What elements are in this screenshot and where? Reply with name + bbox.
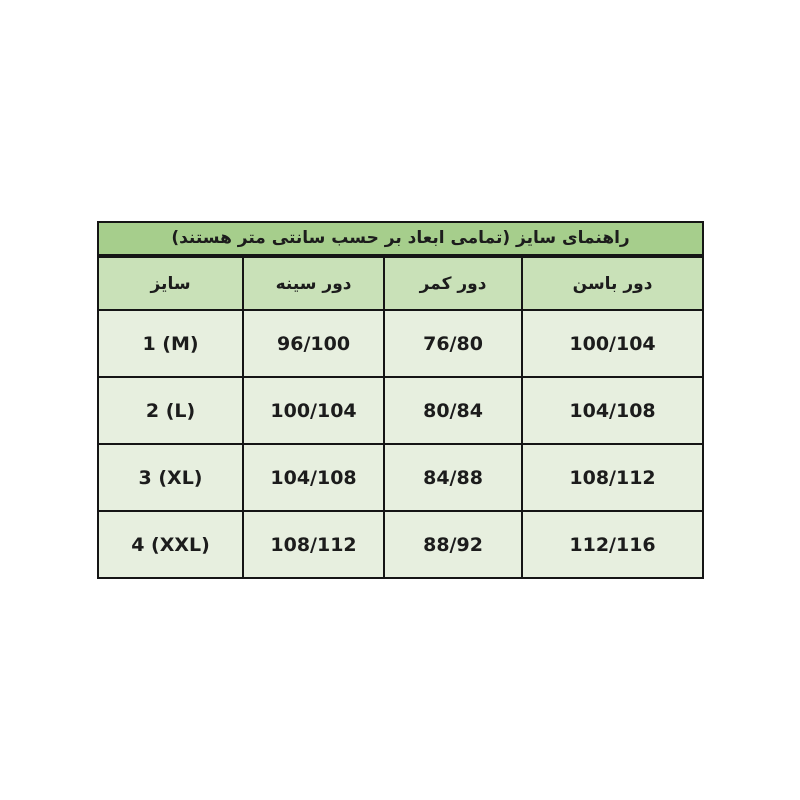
waist-value: 76/80: [383, 309, 524, 378]
size-label: 2 (L): [96, 376, 245, 445]
table-header-row: دور باسن دور کمر دور سینه سایز: [96, 255, 705, 311]
waist-value: 88/92: [383, 510, 524, 579]
chest-value: 96/100: [242, 309, 386, 378]
waist-value: 84/88: [383, 443, 524, 512]
size-label: 4 (XXL): [96, 510, 245, 579]
chest-value: 108/112: [242, 510, 386, 579]
waist-value: 80/84: [383, 376, 524, 445]
table-row-size-l: 104/108 80/84 100/104 2 (L): [96, 376, 705, 445]
table-title-row: راهنمای سایز (تمامی ابعاد بر حسب سانتی م…: [96, 221, 705, 258]
hip-value: 108/112: [521, 443, 705, 512]
size-label: 3 (XL): [96, 443, 245, 512]
chest-value: 104/108: [242, 443, 386, 512]
column-header-hip: دور باسن: [521, 255, 705, 311]
table-row-size-xxl: 112/116 88/92 108/112 4 (XXL): [96, 510, 705, 579]
column-header-size: سایز: [96, 255, 245, 311]
column-header-waist: دور کمر: [383, 255, 524, 311]
hip-value: 104/108: [521, 376, 705, 445]
table-row-size-m: 100/104 76/80 96/100 1 (M): [96, 309, 705, 378]
hip-value: 112/116: [521, 510, 705, 579]
chest-value: 100/104: [242, 376, 386, 445]
size-guide-table: راهنمای سایز (تمامی ابعاد بر حسب سانتی م…: [96, 221, 705, 579]
size-label: 1 (M): [96, 309, 245, 378]
hip-value: 100/104: [521, 309, 705, 378]
column-header-chest: دور سینه: [242, 255, 386, 311]
table-title: راهنمای سایز (تمامی ابعاد بر حسب سانتی م…: [96, 221, 705, 258]
table-row-size-xl: 108/112 84/88 104/108 3 (XL): [96, 443, 705, 512]
